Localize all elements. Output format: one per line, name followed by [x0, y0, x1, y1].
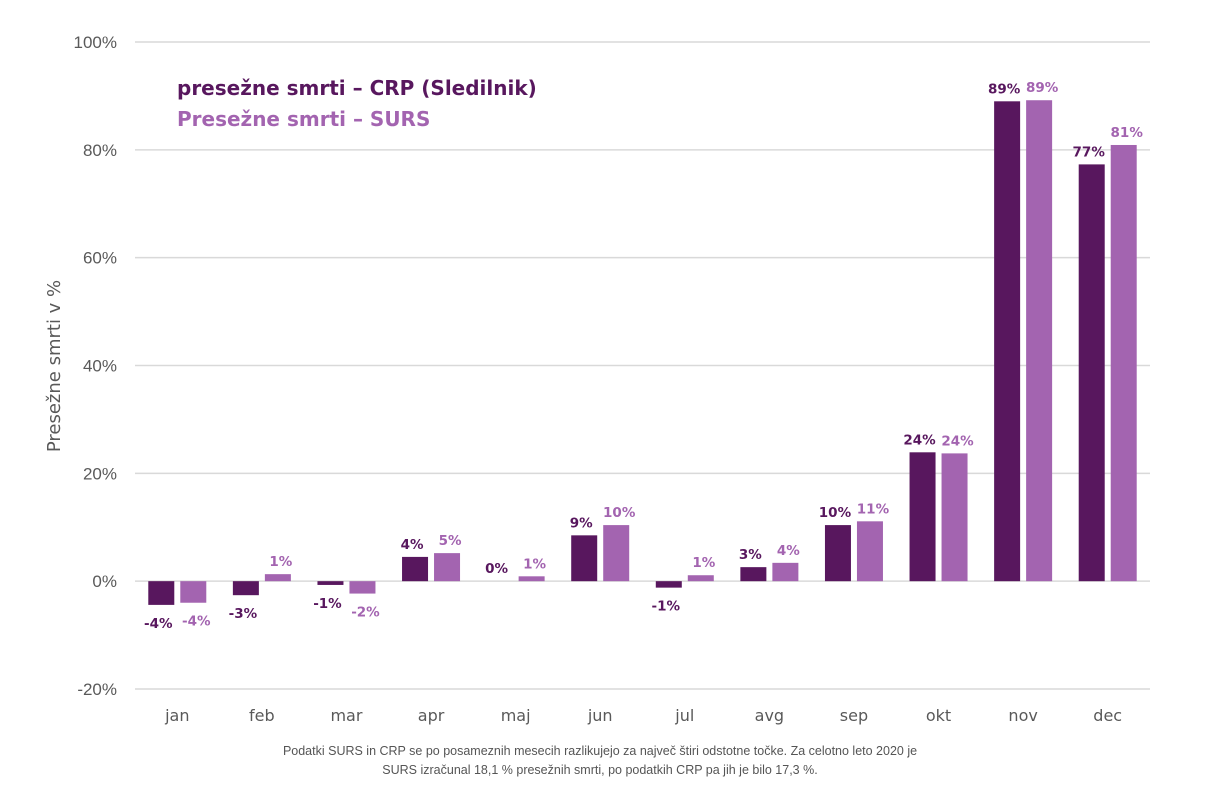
x-tick-label: apr [418, 706, 445, 725]
data-label: 1% [692, 555, 715, 571]
data-label: -1% [313, 596, 342, 612]
bar-crp-mar [317, 581, 344, 585]
x-tick-label: jul [674, 706, 694, 725]
gridlines [135, 41, 1150, 690]
data-label: 10% [603, 505, 636, 521]
data-label: -4% [182, 614, 211, 630]
bar-surs-nov [1026, 100, 1053, 582]
legend-entry-crp: presežne smrti – CRP (Sledilnik) [177, 76, 537, 100]
bar-surs-okt [941, 453, 968, 582]
bar-crp-jun [571, 535, 598, 582]
bar-surs-maj [518, 576, 545, 582]
bar-surs-avg [772, 562, 799, 582]
data-label: 4% [777, 543, 800, 559]
data-label: 5% [439, 533, 462, 549]
caption-line-1: Podatki SURS in CRP se po posameznih mes… [282, 744, 918, 758]
y-axis-label: Presežne smrti v % [44, 280, 65, 452]
x-tick-label: nov [1008, 706, 1037, 725]
bar-surs-jan [180, 581, 207, 603]
bar-surs-dec [1110, 144, 1137, 582]
y-tick-label: 100% [74, 33, 117, 52]
bar-crp-apr [402, 556, 429, 582]
bar-surs-feb [264, 574, 291, 582]
x-tick-label: dec [1093, 706, 1122, 725]
x-tick-label: avg [755, 706, 784, 725]
legend: presežne smrti – CRP (Sledilnik) Presežn… [177, 76, 537, 131]
data-label: -4% [144, 616, 173, 632]
bars [148, 100, 1137, 605]
data-label: 24% [941, 433, 974, 449]
data-label: 11% [857, 501, 890, 517]
data-label: 77% [1073, 144, 1106, 160]
legend-entry-surs: Presežne smrti – SURS [177, 107, 430, 131]
x-tick-label: sep [840, 706, 868, 725]
data-label: 3% [739, 547, 762, 563]
data-label: 81% [1111, 125, 1144, 141]
x-axis-labels: jan feb mar apr maj jun jul avg sep okt nov dec [164, 706, 1122, 725]
y-axis-ticks: -20% 0% 20% 40% 60% 80% 100% [74, 33, 117, 699]
bar-crp-avg [740, 567, 767, 582]
data-label: -3% [229, 606, 258, 622]
y-tick-label: 40% [83, 357, 117, 376]
y-tick-label: 60% [83, 249, 117, 268]
data-label: -1% [652, 599, 681, 615]
data-label: 1% [523, 556, 546, 572]
bar-surs-jun [603, 525, 630, 582]
bar-crp-dec [1078, 164, 1105, 582]
data-label: 89% [1026, 80, 1059, 96]
x-tick-label: maj [501, 706, 531, 725]
data-label: 89% [988, 81, 1021, 97]
bar-crp-feb [232, 581, 259, 596]
data-labels: -4% -4% -3% 1% -1% -2% 4% 5% 0% 1% 9% 10% -1% 1% 3% 4% 1… [144, 80, 1143, 632]
bar-crp-okt [909, 452, 936, 582]
y-tick-label: 80% [83, 141, 117, 160]
bar-crp-jul [655, 581, 682, 588]
data-label: 4% [401, 537, 424, 553]
bar-surs-mar [349, 581, 376, 594]
bar-crp-nov [994, 101, 1021, 582]
data-label: 24% [903, 432, 936, 448]
y-tick-label: 0% [92, 572, 117, 591]
data-label: 1% [269, 554, 292, 570]
bar-crp-jan [148, 581, 175, 605]
data-label: -2% [351, 605, 380, 621]
x-tick-label: jun [587, 706, 613, 725]
y-tick-label: 20% [83, 464, 117, 483]
data-label: 0% [485, 561, 508, 577]
x-tick-label: mar [330, 706, 362, 725]
x-tick-label: jan [164, 706, 189, 725]
x-tick-label: feb [249, 706, 275, 725]
data-label: 10% [819, 505, 852, 521]
x-tick-label: okt [926, 706, 951, 725]
bar-surs-apr [434, 553, 461, 582]
y-tick-label: -20% [77, 680, 117, 699]
excess-deaths-chart: -20% 0% 20% 40% 60% 80% 100% Presežne smrti v … [44, 33, 1150, 725]
chart-caption: Podatki SURS in CRP se po posameznih mes… [250, 742, 950, 780]
bar-surs-jul [687, 575, 714, 582]
caption-line-2: SURS izračunal 18,1 % presežnih smrti, p… [382, 763, 818, 777]
data-label: 9% [570, 515, 593, 531]
bar-crp-sep [824, 525, 851, 582]
bar-surs-sep [856, 521, 883, 582]
